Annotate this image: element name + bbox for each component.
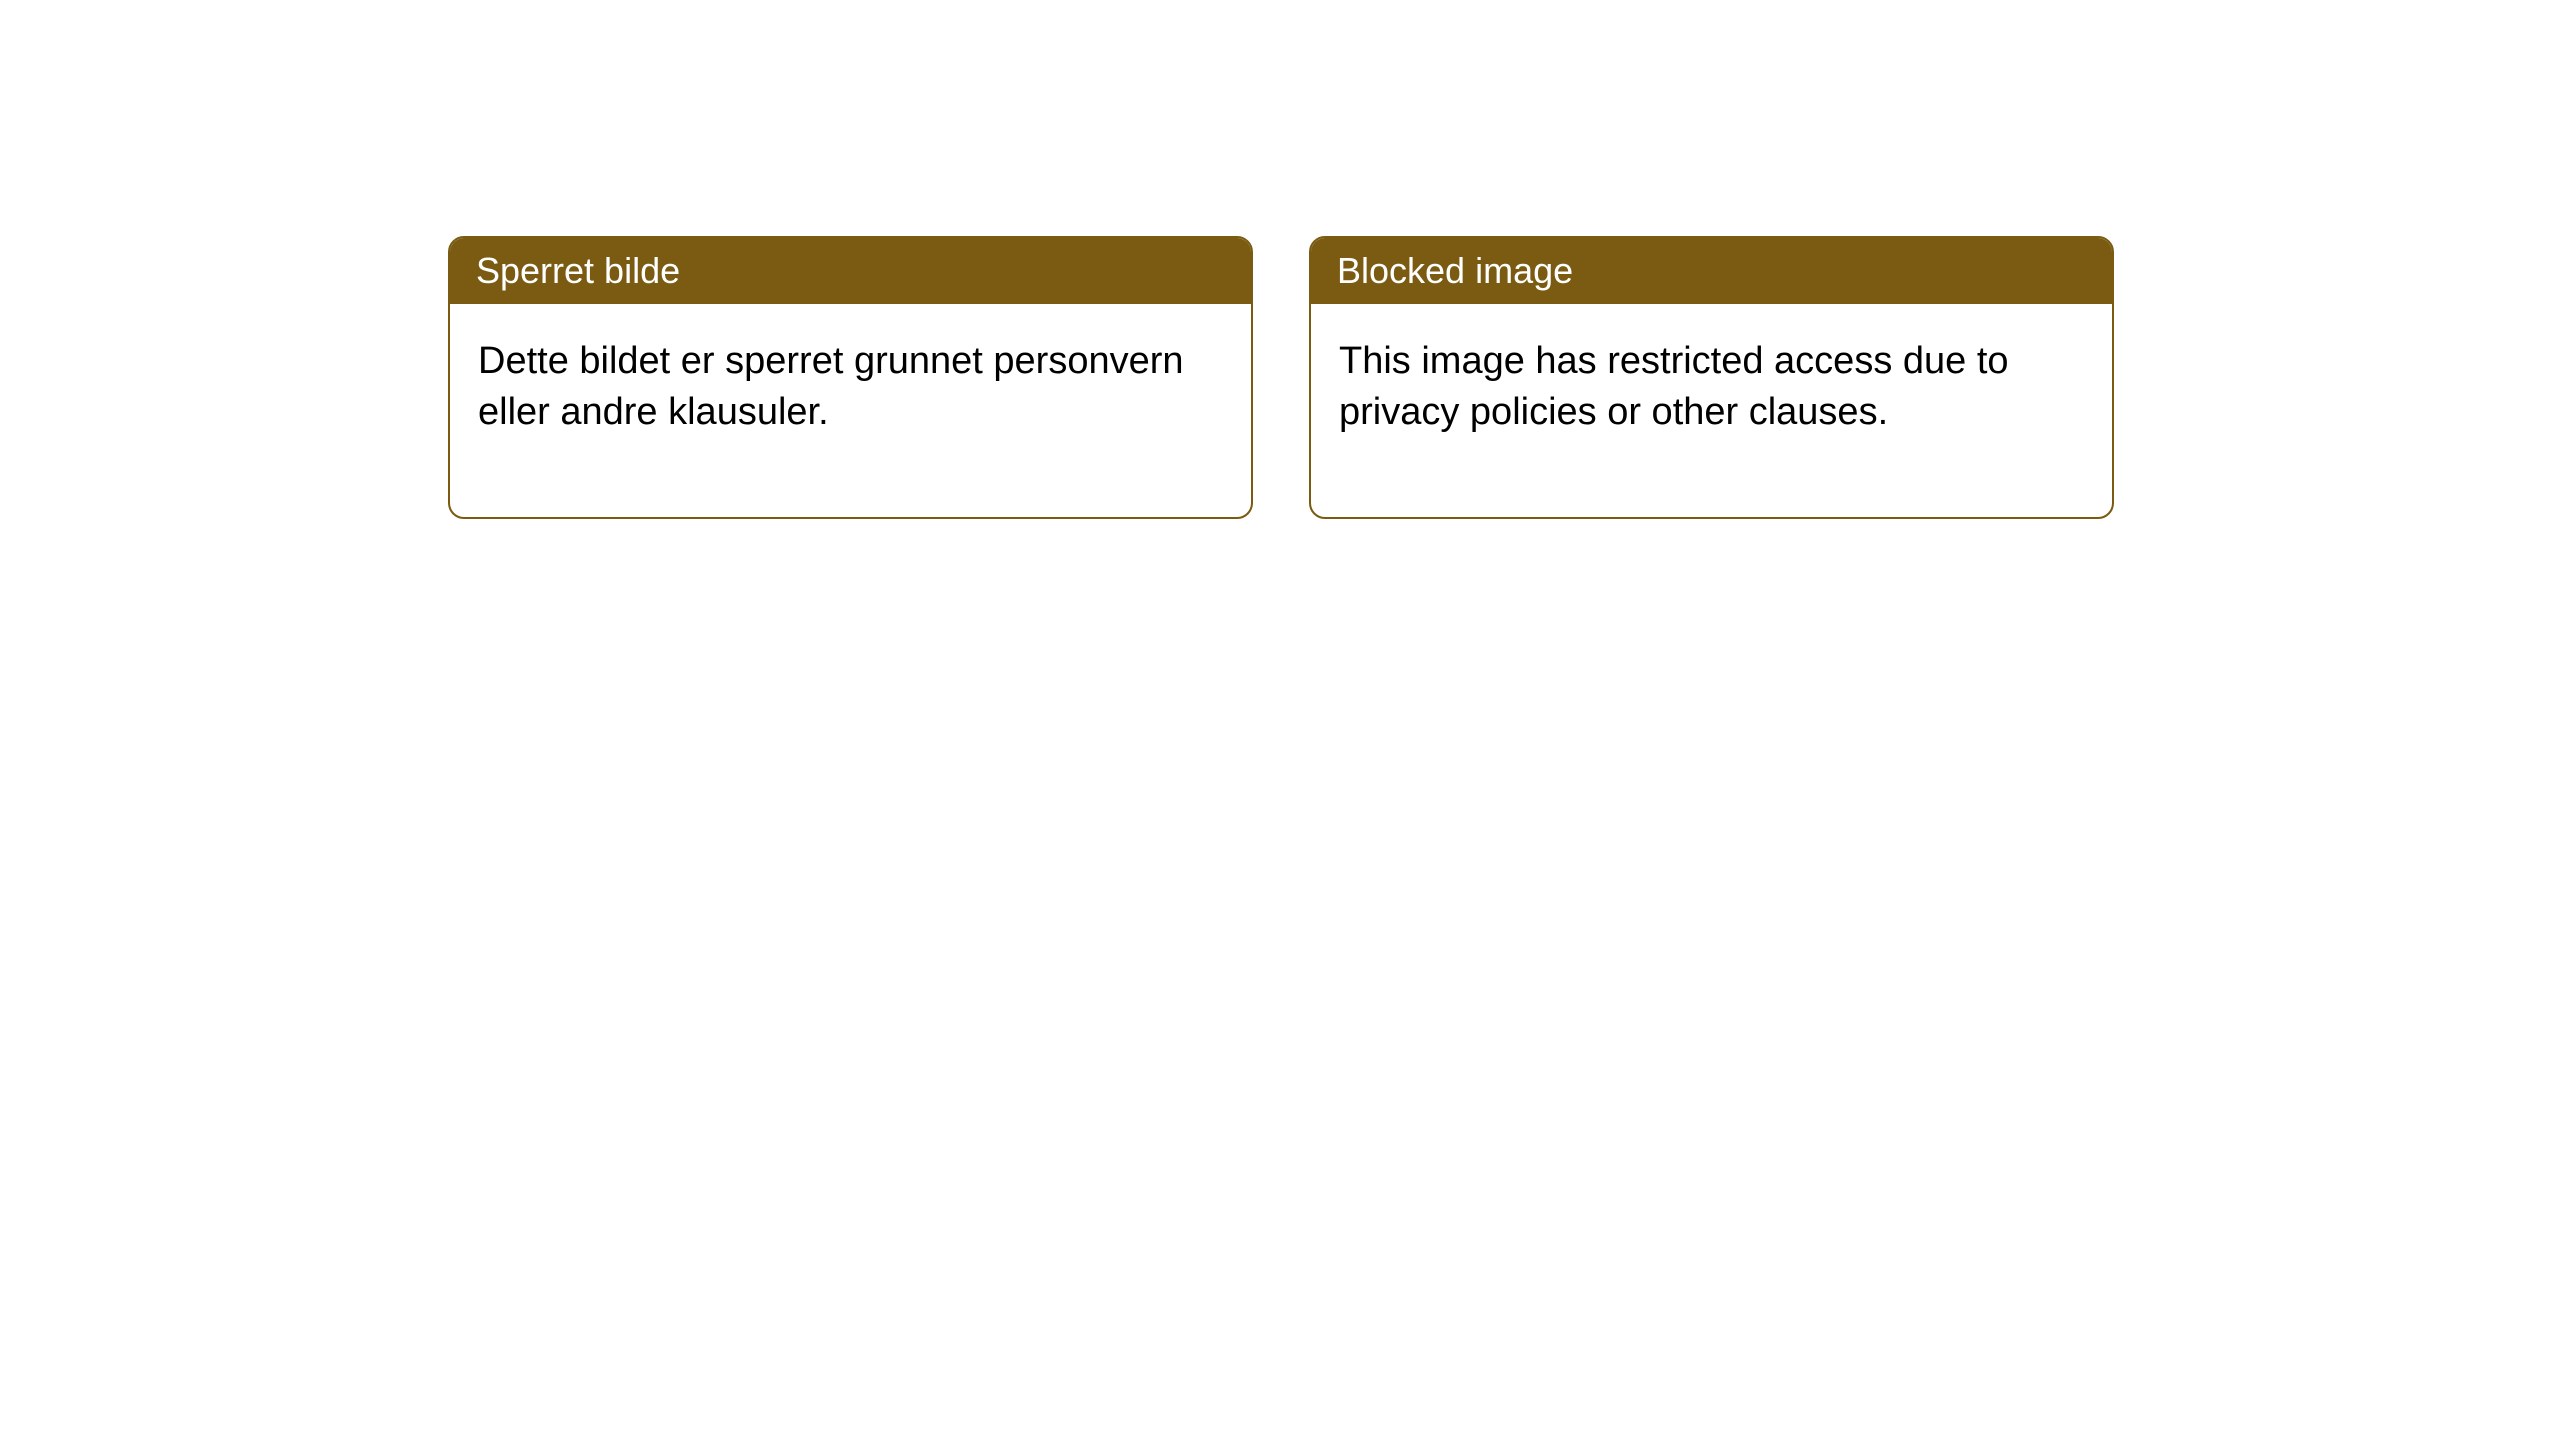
notice-card-norwegian: Sperret bilde Dette bildet er sperret gr… [448, 236, 1253, 519]
card-header: Blocked image [1311, 238, 2112, 304]
card-body-text: This image has restricted access due to … [1339, 340, 2009, 433]
card-body-text: Dette bildet er sperret grunnet personve… [478, 340, 1184, 433]
card-title: Blocked image [1337, 250, 1573, 291]
card-title: Sperret bilde [476, 250, 680, 291]
notice-card-english: Blocked image This image has restricted … [1309, 236, 2114, 519]
card-body: Dette bildet er sperret grunnet personve… [450, 304, 1251, 517]
notice-container: Sperret bilde Dette bildet er sperret gr… [0, 0, 2560, 519]
card-body: This image has restricted access due to … [1311, 304, 2112, 517]
card-header: Sperret bilde [450, 238, 1251, 304]
